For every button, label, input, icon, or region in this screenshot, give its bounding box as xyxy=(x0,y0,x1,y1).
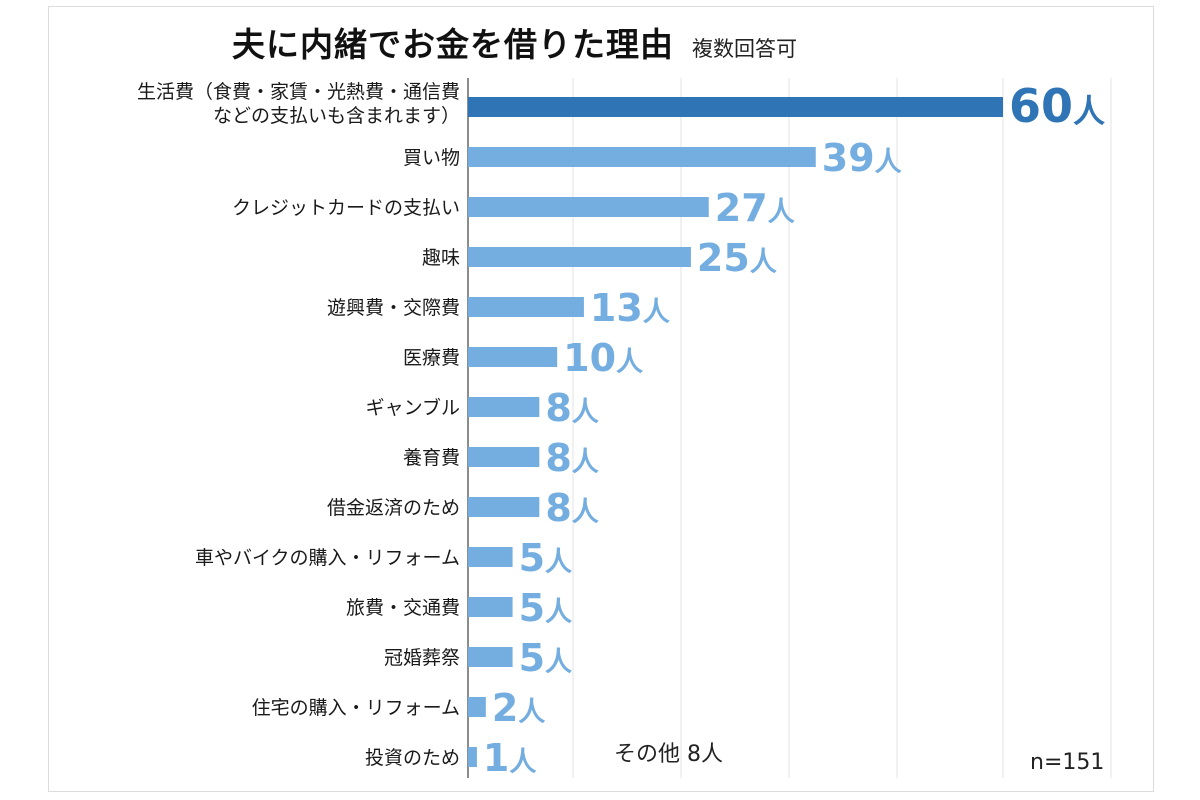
bar-5 xyxy=(468,347,558,367)
bar-13 xyxy=(468,747,477,767)
category-label-5: 医療費 xyxy=(403,347,460,369)
category-label-8: 借金返済のため xyxy=(327,497,460,519)
chart-title: 夫に内緒でお金を借りた理由 xyxy=(232,25,674,64)
category-label-6: ギャンブル xyxy=(366,396,460,419)
category-label-4: 遊興費・交際費 xyxy=(327,297,460,319)
bar-8 xyxy=(468,497,540,517)
bar-2 xyxy=(468,197,709,217)
value-label-2: 27人 xyxy=(715,186,795,230)
value-label-11: 5人 xyxy=(519,636,572,680)
value-label-10: 5人 xyxy=(519,586,572,630)
bar-3 xyxy=(468,247,691,267)
category-label-13: 投資のため xyxy=(365,747,460,769)
value-label-13: 1人 xyxy=(483,736,536,780)
category-label-1: 買い物 xyxy=(403,147,460,169)
category-label-10: 旅費・交通費 xyxy=(346,597,460,619)
value-label-3: 25人 xyxy=(697,236,777,280)
value-label-1: 39人 xyxy=(822,136,902,180)
value-label-7: 8人 xyxy=(545,436,598,480)
bar-4 xyxy=(468,297,584,317)
bar-11 xyxy=(468,647,513,667)
bar-7 xyxy=(468,447,540,467)
bar-6 xyxy=(468,397,540,417)
other-note: その他 8人 xyxy=(614,742,723,767)
value-label-12: 2人 xyxy=(492,686,545,730)
bar-10 xyxy=(468,597,513,617)
category-label-0-line-0: 生活費（食費・家賃・光熱費・通信費 xyxy=(137,81,460,103)
category-label-7: 養育費 xyxy=(403,447,460,469)
category-label-2: クレジットカードの支払い xyxy=(232,197,460,219)
bar-1 xyxy=(468,147,816,167)
value-label-5: 10人 xyxy=(563,336,643,380)
category-label-9: 車やバイクの購入・リフォーム xyxy=(195,547,460,569)
category-label-11: 冠婚葬祭 xyxy=(384,647,460,669)
bar-12 xyxy=(468,697,486,717)
title-row: 夫に内緒でお金を借りた理由 複数回答可 xyxy=(232,18,797,66)
category-label-12: 住宅の購入・リフォーム xyxy=(252,697,460,719)
value-label-4: 13人 xyxy=(590,286,670,330)
value-label-6: 8人 xyxy=(545,386,598,430)
value-label-0: 60人 xyxy=(1009,79,1105,133)
value-label-9: 5人 xyxy=(519,536,572,580)
category-label-0-line-1: などの支払いも含まれます） xyxy=(213,105,460,127)
bar-9 xyxy=(468,547,513,567)
chart-frame xyxy=(48,6,1154,792)
chart-subtitle: 複数回答可 xyxy=(692,37,797,61)
value-label-8: 8人 xyxy=(545,486,598,530)
category-label-3: 趣味 xyxy=(422,247,460,269)
sample-size-note: n=151 xyxy=(1030,750,1105,775)
bar-0 xyxy=(468,97,1003,117)
